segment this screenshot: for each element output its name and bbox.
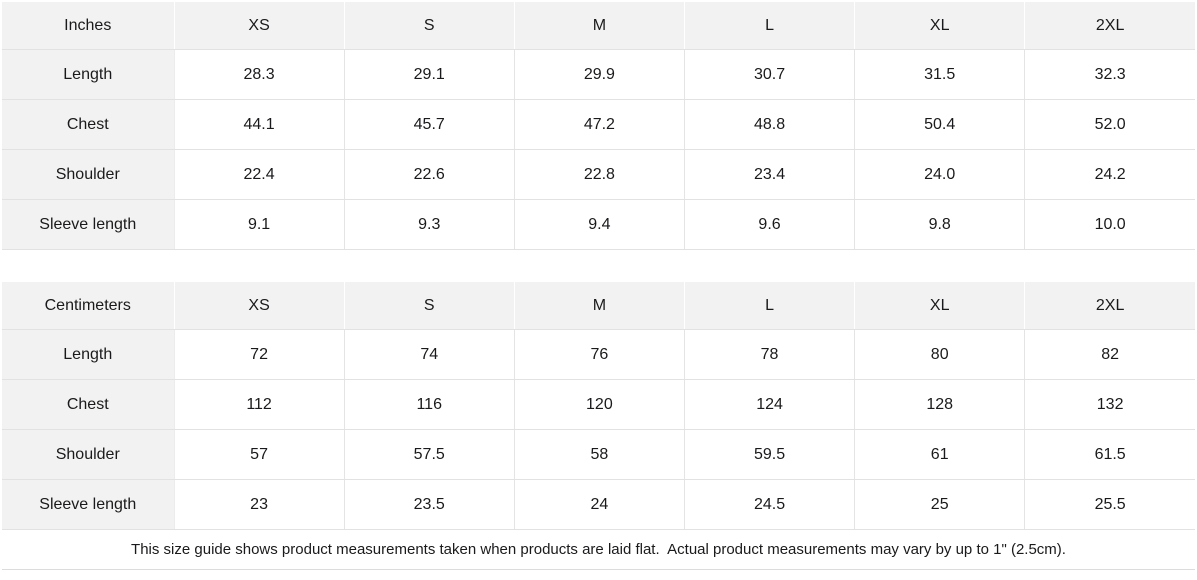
header-row: Centimeters XS S M L XL 2XL [2,282,1195,330]
size-column-header: 2XL [1024,2,1195,50]
size-column-header: M [514,2,685,50]
size-value-cell: 22.4 [174,149,345,200]
size-column-header: L [684,2,856,50]
size-column-header: XS [174,2,345,50]
size-value-cell: 9.1 [174,199,345,250]
size-value-cell: 23.4 [684,149,856,200]
size-value-cell: 24.0 [854,149,1026,200]
size-value-cell: 74 [344,329,515,380]
size-table-centimeters: Centimeters XS S M L XL 2XL Length 72 74 76 78 80 82 C… [2,282,1195,530]
measurement-row: Chest 44.1 45.7 47.2 48.8 50.4 52.0 [2,99,1195,150]
size-guide-disclaimer: This size guide shows product measuremen… [2,530,1195,570]
size-value-cell: 44.1 [174,99,345,150]
row-label-cell: Sleeve length [2,479,175,530]
size-value-cell: 30.7 [684,49,856,100]
size-value-cell: 52.0 [1024,99,1195,150]
size-column-header: M [514,282,685,330]
measurement-row: Length 72 74 76 78 80 82 [2,329,1195,380]
size-value-cell: 24.2 [1024,149,1195,200]
size-value-cell: 29.9 [514,49,685,100]
unit-label-cell: Inches [2,2,175,50]
size-value-cell: 24 [514,479,685,530]
size-value-cell: 29.1 [344,49,515,100]
size-value-cell: 9.4 [514,199,685,250]
measurement-row: Shoulder 22.4 22.6 22.8 23.4 24.0 24.2 [2,149,1195,200]
measurement-row: Shoulder 57 57.5 58 59.5 61 61.5 [2,429,1195,480]
size-value-cell: 116 [344,379,515,430]
measurement-row: Length 28.3 29.1 29.9 30.7 31.5 32.3 [2,49,1195,100]
size-table-inches: Inches XS S M L XL 2XL Length 28.3 29.1 29.9 30.7 31… [2,2,1195,250]
size-value-cell: 23.5 [344,479,515,530]
size-value-cell: 25.5 [1024,479,1195,530]
measurement-row: Sleeve length 23 23.5 24 24.5 25 25.5 [2,479,1195,530]
header-row: Inches XS S M L XL 2XL [2,2,1195,50]
size-value-cell: 28.3 [174,49,345,100]
size-value-cell: 59.5 [684,429,856,480]
size-value-cell: 61.5 [1024,429,1195,480]
size-value-cell: 57.5 [344,429,515,480]
size-value-cell: 120 [514,379,685,430]
size-value-cell: 9.6 [684,199,856,250]
row-label-cell: Length [2,329,175,380]
size-value-cell: 128 [854,379,1026,430]
size-value-cell: 25 [854,479,1026,530]
size-column-header: S [344,2,515,50]
size-value-cell: 72 [174,329,345,380]
size-value-cell: 10.0 [1024,199,1195,250]
size-value-cell: 78 [684,329,856,380]
size-column-header: XL [854,282,1026,330]
size-column-header: XS [174,282,345,330]
row-label-cell: Length [2,49,175,100]
size-value-cell: 112 [174,379,345,430]
size-value-cell: 22.6 [344,149,515,200]
size-value-cell: 82 [1024,329,1195,380]
table-gap [2,250,1195,282]
size-column-header: S [344,282,515,330]
row-label-cell: Chest [2,379,175,430]
row-label-cell: Sleeve length [2,199,175,250]
size-value-cell: 50.4 [854,99,1026,150]
size-value-cell: 23 [174,479,345,530]
measurement-row: Sleeve length 9.1 9.3 9.4 9.6 9.8 10.0 [2,199,1195,250]
size-value-cell: 22.8 [514,149,685,200]
measurement-row: Chest 112 116 120 124 128 132 [2,379,1195,430]
size-value-cell: 24.5 [684,479,856,530]
size-value-cell: 61 [854,429,1026,480]
unit-label-cell: Centimeters [2,282,175,330]
row-label-cell: Shoulder [2,429,175,480]
size-column-header: L [684,282,856,330]
size-value-cell: 132 [1024,379,1195,430]
size-column-header: 2XL [1024,282,1195,330]
size-value-cell: 9.3 [344,199,515,250]
size-value-cell: 57 [174,429,345,480]
size-value-cell: 80 [854,329,1026,380]
size-value-cell: 9.8 [854,199,1026,250]
row-label-cell: Chest [2,99,175,150]
size-column-header: XL [854,2,1026,50]
size-value-cell: 32.3 [1024,49,1195,100]
size-value-cell: 45.7 [344,99,515,150]
size-value-cell: 48.8 [684,99,856,150]
size-value-cell: 31.5 [854,49,1026,100]
size-value-cell: 76 [514,329,685,380]
row-label-cell: Shoulder [2,149,175,200]
size-value-cell: 58 [514,429,685,480]
size-value-cell: 47.2 [514,99,685,150]
size-value-cell: 124 [684,379,856,430]
